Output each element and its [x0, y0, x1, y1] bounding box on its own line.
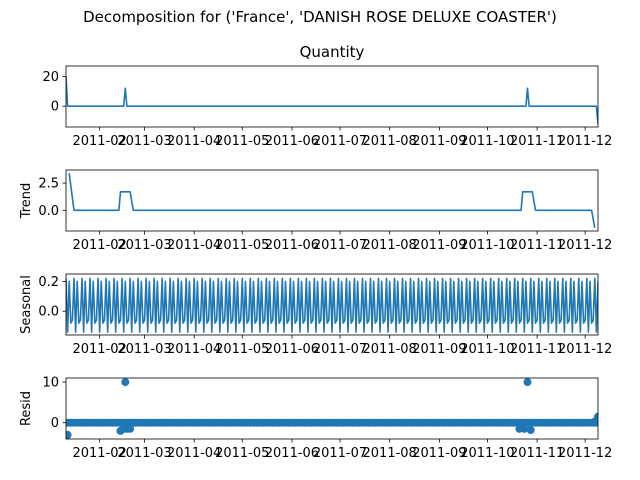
- x-tick-label: 2011-09: [412, 238, 466, 253]
- y-tick-label: 0.0: [38, 204, 59, 219]
- y-axis-label: Trend: [19, 183, 34, 220]
- y-tick-label: 0.0: [38, 305, 59, 320]
- x-tick-label: 2011-03: [117, 342, 171, 357]
- plot-area-4: [66, 378, 598, 439]
- x-tick-label: 2011-08: [363, 134, 417, 149]
- y-tick-label: 20: [42, 70, 59, 85]
- x-tick-label: 2011-04: [167, 446, 221, 461]
- x-tick-label: 2011-06: [265, 134, 319, 149]
- data-point: [594, 412, 598, 421]
- y-tick-label: 0: [51, 416, 59, 431]
- x-tick-label: 2011-08: [363, 342, 417, 357]
- x-tick-label: 2011-03: [117, 446, 171, 461]
- subplot-1: 0202011-022011-032011-042011-052011-0620…: [42, 43, 612, 149]
- series-line: [66, 76, 598, 125]
- plot-area-2: [68, 173, 596, 228]
- series-line: [68, 173, 596, 228]
- x-tick-label: 2011-08: [363, 446, 417, 461]
- plot-area-1: [66, 76, 598, 125]
- x-tick-label: 2011-10: [460, 134, 514, 149]
- x-tick-label: 2011-02: [72, 342, 126, 357]
- x-tick-label: 2011-07: [313, 238, 367, 253]
- y-tick-label: 10: [42, 376, 59, 391]
- x-tick-label: 2011-11: [510, 446, 564, 461]
- x-tick-label: 2011-04: [167, 342, 221, 357]
- y-axis-label: Resid: [19, 391, 34, 426]
- subplot-4: 0102011-022011-032011-042011-052011-0620…: [19, 376, 612, 461]
- y-axis-label: Seasonal: [19, 275, 34, 334]
- data-point: [126, 424, 135, 433]
- y-tick-label: 2.5: [38, 177, 59, 192]
- x-tick-label: 2011-10: [460, 342, 514, 357]
- x-tick-label: 2011-04: [167, 134, 221, 149]
- x-tick-label: 2011-03: [117, 238, 171, 253]
- x-tick-label: 2011-05: [215, 446, 269, 461]
- x-tick-label: 2011-11: [510, 342, 564, 357]
- subplot-3: 0.00.22011-022011-032011-042011-052011-0…: [19, 273, 612, 357]
- y-tick-label: 0.2: [38, 275, 59, 290]
- x-tick-label: 2011-10: [460, 238, 514, 253]
- data-point: [66, 430, 72, 439]
- data-point: [523, 378, 532, 387]
- x-tick-label: 2011-05: [215, 342, 269, 357]
- subplot-2: 0.02.52011-022011-032011-042011-052011-0…: [19, 169, 612, 253]
- axes-frame-2: [65, 169, 599, 232]
- x-tick-label: 2011-06: [265, 446, 319, 461]
- series-line: [66, 277, 598, 333]
- x-tick-label: 2011-12: [558, 238, 612, 253]
- axes-frame-1: [65, 65, 599, 128]
- data-point: [520, 424, 529, 433]
- x-tick-label: 2011-12: [558, 134, 612, 149]
- x-tick-label: 2011-12: [558, 342, 612, 357]
- x-tick-label: 2011-11: [510, 238, 564, 253]
- x-tick-label: 2011-06: [265, 342, 319, 357]
- axes-frame-3: [65, 273, 599, 336]
- x-tick-label: 2011-04: [167, 238, 221, 253]
- x-tick-label: 2011-02: [72, 446, 126, 461]
- x-tick-label: 2011-02: [72, 134, 126, 149]
- x-tick-label: 2011-07: [313, 134, 367, 149]
- x-tick-label: 2011-07: [313, 342, 367, 357]
- x-tick-label: 2011-11: [510, 134, 564, 149]
- x-tick-label: 2011-05: [215, 134, 269, 149]
- plot-area-3: [66, 277, 598, 333]
- x-tick-label: 2011-03: [117, 134, 171, 149]
- x-tick-label: 2011-08: [363, 238, 417, 253]
- subplot-title: Quantity: [300, 43, 365, 61]
- data-point: [526, 426, 535, 435]
- y-tick-label: 0: [51, 100, 59, 115]
- data-point: [121, 378, 130, 387]
- x-tick-label: 2011-12: [558, 446, 612, 461]
- x-tick-label: 2011-10: [460, 446, 514, 461]
- x-tick-label: 2011-05: [215, 238, 269, 253]
- figure-suptitle: Decomposition for ('France', 'DANISH ROS…: [83, 8, 557, 26]
- subplot-panels: 0202011-022011-032011-042011-052011-0620…: [19, 43, 612, 461]
- x-tick-label: 2011-06: [265, 238, 319, 253]
- x-tick-label: 2011-07: [313, 446, 367, 461]
- x-tick-label: 2011-02: [72, 238, 126, 253]
- x-tick-label: 2011-09: [412, 134, 466, 149]
- axes-frame-4: [65, 377, 599, 440]
- x-tick-label: 2011-09: [412, 446, 466, 461]
- x-tick-label: 2011-09: [412, 342, 466, 357]
